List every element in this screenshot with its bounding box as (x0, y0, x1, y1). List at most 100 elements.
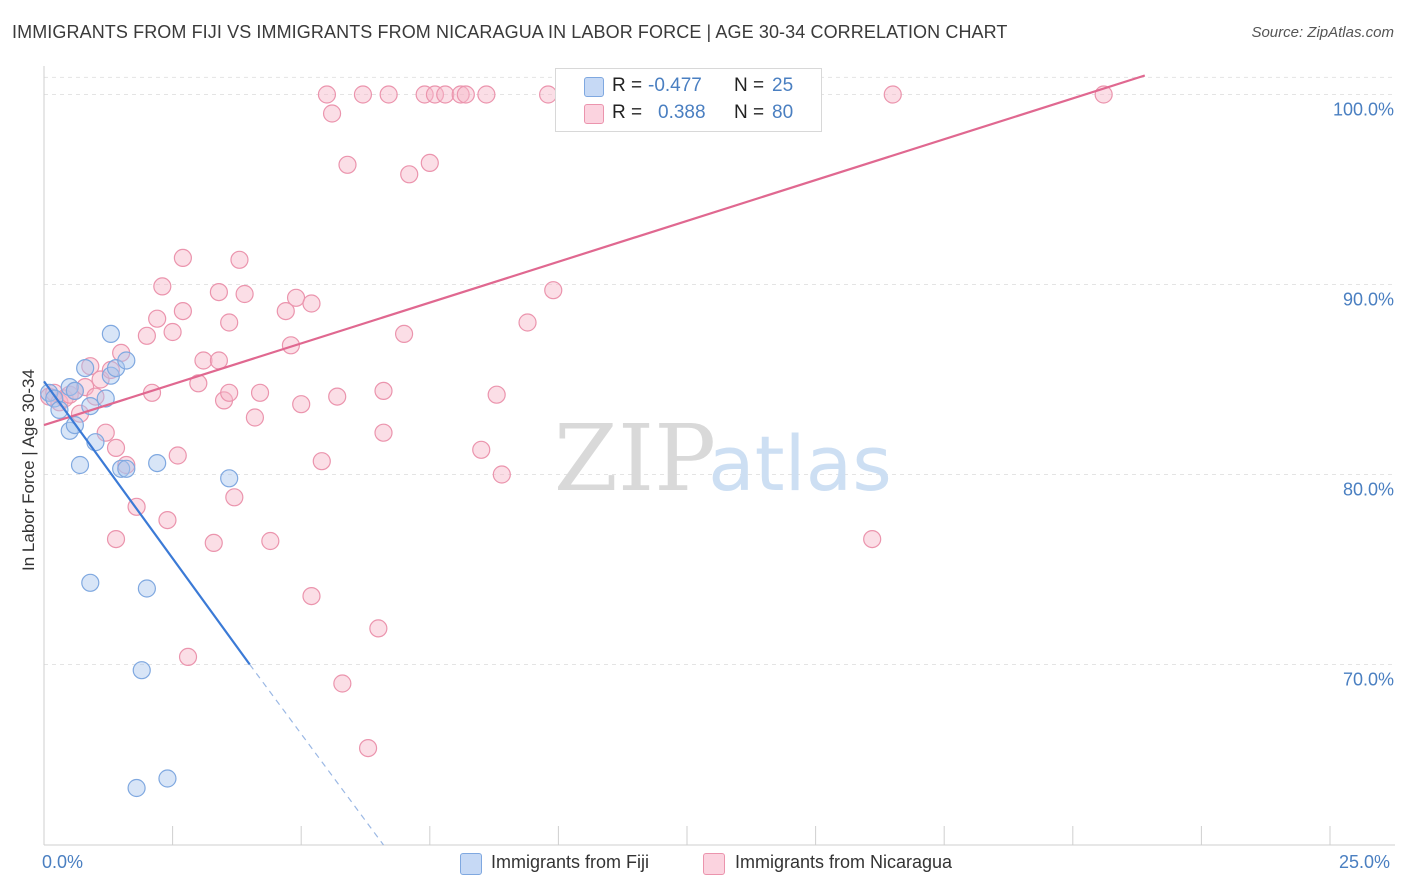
nicaragua-point (302, 294, 321, 313)
source-credit: Source: ZipAtlas.com (1251, 24, 1394, 41)
nicaragua-point (415, 85, 434, 104)
nicaragua-point (456, 85, 475, 104)
nicaragua-points (40, 85, 1113, 758)
watermark-zip: ZIP (554, 405, 716, 512)
nicaragua-point (106, 438, 126, 457)
nicaragua-point (400, 165, 419, 184)
nicaragua-point (312, 452, 331, 471)
y-tick-label: 70.0% (1342, 669, 1394, 689)
nicaragua-point (286, 288, 306, 307)
nicaragua-point (394, 324, 414, 343)
nicaragua-point (220, 383, 239, 402)
nicaragua-point (333, 674, 352, 693)
nicaragua-point (883, 85, 902, 104)
fiji-point (112, 459, 131, 478)
nicaragua-point (487, 385, 506, 404)
nicaragua-point (148, 309, 167, 328)
fiji-trend-line (43, 380, 251, 666)
nicaragua-point (220, 313, 239, 332)
nicaragua-point (178, 647, 198, 667)
nicaragua-point (153, 277, 172, 296)
legend-nicaragua-label: Immigrants from Nicaragua (735, 852, 953, 872)
nicaragua-point (276, 302, 295, 321)
fiji-point (127, 778, 146, 798)
nicaragua-swatch (584, 104, 604, 124)
nicaragua-point (189, 374, 208, 393)
nicaragua-point (137, 326, 156, 345)
nicaragua-point (235, 284, 254, 304)
nicaragua-r-value: 0.388 (658, 102, 706, 123)
nicaragua-point (374, 423, 393, 442)
nicaragua-point (204, 533, 223, 553)
nicaragua-point (425, 85, 445, 104)
nicaragua-point (158, 510, 177, 530)
nicaragua-point (328, 387, 347, 406)
x-tick-min: 0.0% (42, 852, 84, 872)
fiji-point (148, 454, 167, 473)
nicaragua-point (353, 85, 373, 104)
nicaragua-point (863, 529, 882, 549)
nicaragua-point (472, 440, 491, 459)
fiji-r-value: -0.477 (648, 75, 702, 96)
axes (43, 66, 1395, 846)
fiji-point (65, 381, 84, 400)
nicaragua-point (230, 250, 249, 269)
legend-fiji-label: Immigrants from Fiji (491, 852, 650, 872)
fiji-point (137, 579, 156, 598)
fiji-point (117, 351, 136, 370)
nicaragua-r-label: R = (612, 102, 643, 123)
nicaragua-point (317, 85, 337, 104)
nicaragua-point (209, 351, 228, 370)
nicaragua-point (261, 531, 280, 551)
fiji-point (158, 769, 177, 788)
y-tick-label: 100.0% (1332, 99, 1394, 119)
nicaragua-trend-line (43, 74, 1146, 427)
nicaragua-point (168, 446, 187, 465)
chart-title: IMMIGRANTS FROM FIJI VS IMMIGRANTS FROM … (12, 22, 1008, 42)
nicaragua-point (379, 85, 398, 104)
nicaragua-point (518, 313, 537, 332)
stats-legend: R = -0.477 N = 25 R = 0.388 N = 80 (555, 68, 822, 132)
fiji-point (117, 459, 136, 478)
nicaragua-point (106, 529, 126, 549)
nicaragua-point (358, 738, 378, 758)
nicaragua-point (292, 395, 311, 414)
nicaragua-point (544, 281, 563, 300)
nicaragua-point (173, 302, 192, 321)
nicaragua-point (250, 383, 270, 402)
fiji-point (220, 469, 239, 488)
nicaragua-point (245, 408, 265, 427)
nicaragua-point (451, 85, 470, 104)
fiji-point (81, 573, 100, 592)
nicaragua-point (436, 85, 455, 104)
nicaragua-point (492, 465, 511, 484)
legend-fiji-swatch (460, 853, 482, 875)
fiji-point (101, 324, 120, 343)
nicaragua-point (322, 104, 342, 123)
x-tick-max: 25.0% (1339, 852, 1391, 872)
nicaragua-point (163, 322, 182, 342)
y-tick-label: 80.0% (1342, 479, 1394, 499)
fiji-point (76, 359, 95, 378)
nicaragua-point (281, 336, 301, 355)
nicaragua-n-label: N = (734, 102, 765, 123)
fiji-point (96, 389, 115, 408)
nicaragua-point (420, 153, 439, 172)
fiji-point (81, 397, 100, 416)
nicaragua-point (209, 283, 228, 302)
nicaragua-n-value: 80 (772, 102, 794, 123)
legend-nicaragua-swatch (703, 853, 725, 875)
fiji-r-label: R = (612, 75, 643, 96)
nicaragua-point (374, 381, 393, 400)
nicaragua-point (338, 155, 357, 174)
y-tick-label: 90.0% (1342, 289, 1394, 309)
gridlines (44, 76, 1395, 665)
nicaragua-point (225, 488, 244, 507)
fiji-point (106, 359, 126, 378)
data-points (40, 85, 1113, 798)
fiji-swatch (584, 77, 604, 97)
fiji-point (70, 455, 90, 475)
fiji-n-value: 25 (772, 75, 794, 96)
fiji-point (40, 383, 59, 402)
